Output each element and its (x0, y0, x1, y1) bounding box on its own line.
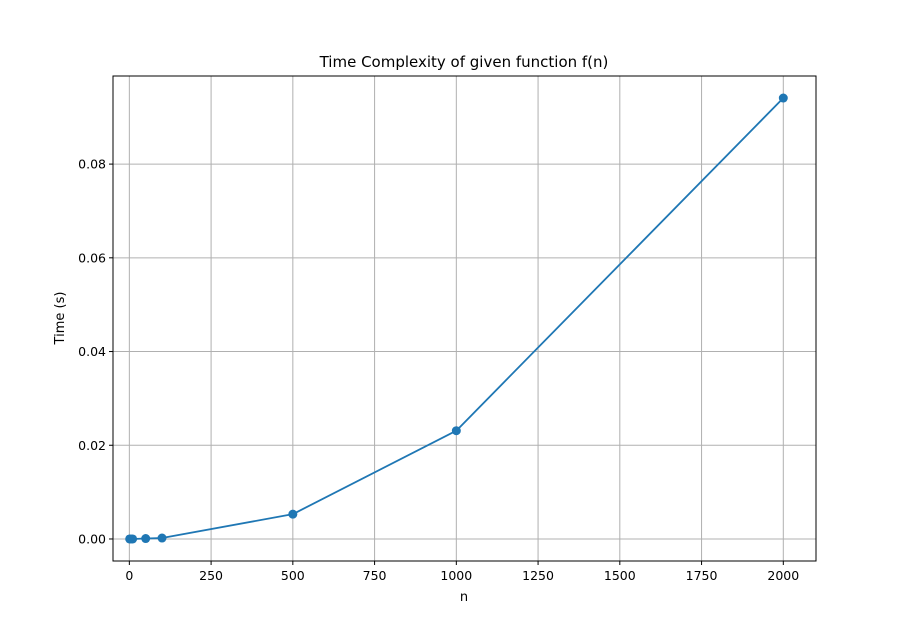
y-axis-label: Time (s) (53, 292, 68, 346)
y-tick-label: 0.02 (78, 438, 106, 453)
data-point (778, 93, 788, 103)
series-layer (125, 93, 788, 544)
x-tick-label: 0 (125, 568, 133, 583)
grid (113, 76, 816, 561)
x-tick-label: 2000 (767, 568, 799, 583)
data-point (451, 426, 461, 436)
x-tick-label: 1500 (604, 568, 636, 583)
x-tick-label: 750 (363, 568, 387, 583)
y-tick-label: 0.06 (78, 250, 106, 265)
x-tick-label: 1000 (440, 568, 472, 583)
data-point (141, 534, 151, 544)
y-tick-label: 0.00 (78, 531, 106, 546)
plot-frame (112, 75, 817, 562)
x-tick-label: 250 (199, 568, 223, 583)
y-axis: 0.00 0.02 0.04 0.06 0.08 (78, 157, 113, 546)
y-tick-label: 0.08 (78, 157, 106, 172)
data-point (288, 509, 298, 519)
x-axis-label: n (460, 590, 468, 605)
y-tick-label: 0.04 (78, 344, 106, 359)
data-point (128, 534, 138, 544)
x-axis: 0 250 500 750 1000 1250 1500 1750 2000 (125, 561, 799, 583)
x-tick-label: 500 (281, 568, 305, 583)
plot-area (112, 75, 817, 562)
chart-title: Time Complexity of given function f(n) (319, 53, 609, 71)
x-tick-label: 1250 (522, 568, 554, 583)
x-tick-label: 1750 (686, 568, 718, 583)
data-point (157, 533, 167, 543)
